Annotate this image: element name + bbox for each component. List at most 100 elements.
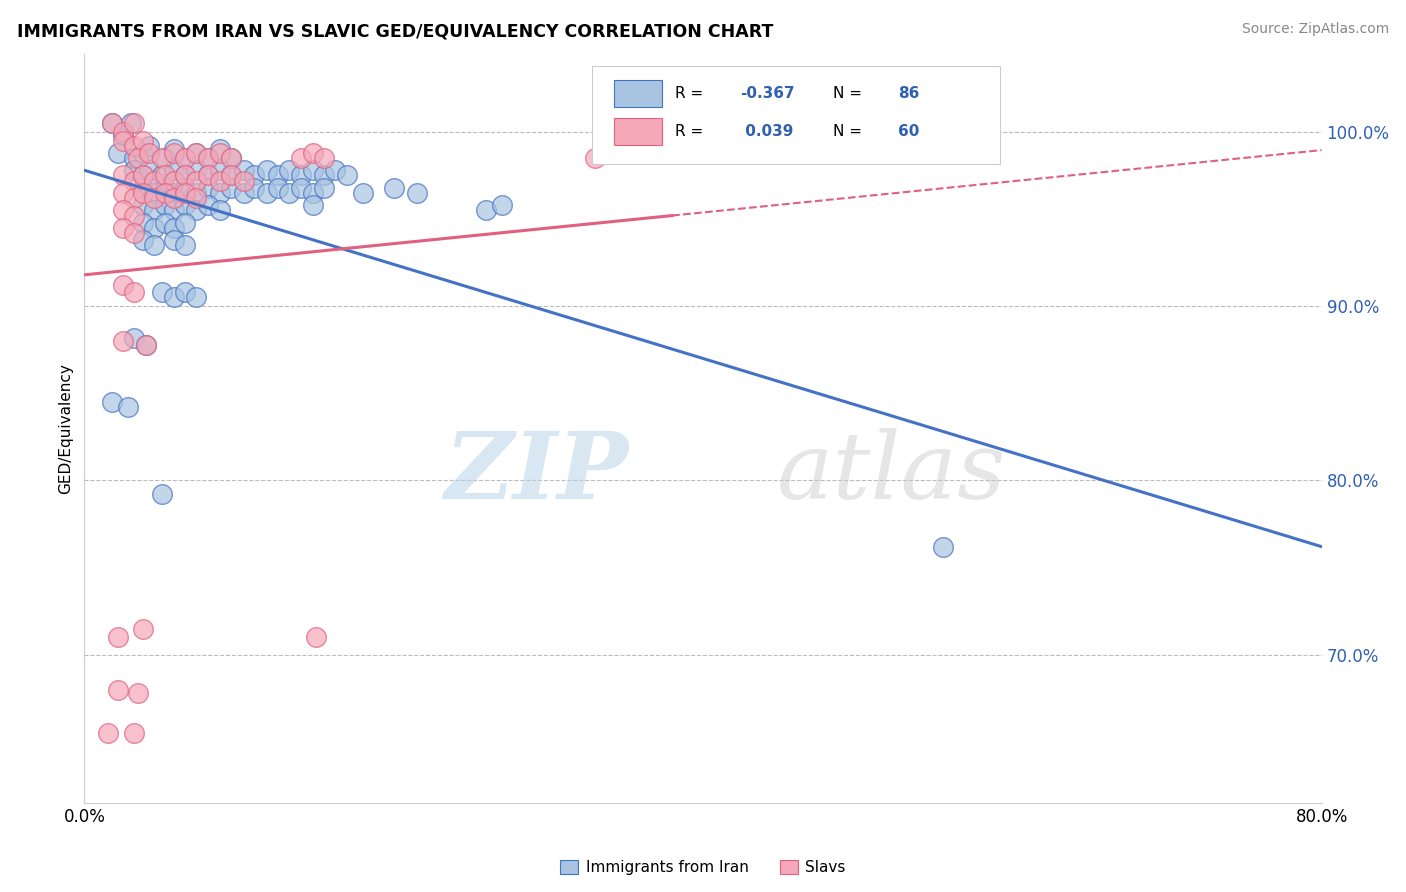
Point — [143, 186, 166, 200]
Point — [277, 163, 299, 178]
Point — [138, 163, 160, 178]
Point — [122, 726, 145, 740]
Point — [267, 169, 290, 183]
Point — [143, 191, 166, 205]
Point — [174, 169, 197, 183]
FancyBboxPatch shape — [592, 66, 1000, 163]
Legend: Immigrants from Iran, Slavs: Immigrants from Iran, Slavs — [554, 854, 852, 881]
Point — [932, 540, 955, 554]
Point — [112, 169, 135, 183]
Point — [101, 116, 124, 130]
Point — [132, 233, 155, 247]
Point — [232, 174, 254, 188]
Point — [305, 630, 328, 644]
Point — [184, 163, 207, 178]
Point — [209, 142, 232, 156]
Text: R =: R = — [675, 87, 707, 102]
Point — [112, 203, 135, 218]
Point — [197, 180, 219, 194]
Point — [132, 169, 155, 183]
Point — [107, 682, 129, 697]
Point — [135, 337, 157, 351]
Point — [122, 191, 145, 205]
Point — [150, 169, 173, 183]
Point — [112, 134, 135, 148]
Point — [122, 174, 145, 188]
Point — [184, 290, 207, 304]
Point — [153, 151, 176, 165]
Point — [112, 334, 135, 348]
Point — [132, 186, 155, 200]
Point — [209, 174, 232, 188]
Point — [174, 186, 197, 200]
Point — [163, 220, 186, 235]
Point — [184, 174, 207, 188]
Point — [312, 169, 335, 183]
Point — [132, 180, 155, 194]
Point — [122, 139, 145, 153]
Point — [132, 622, 155, 636]
Point — [661, 145, 683, 160]
Point — [174, 215, 197, 229]
Point — [153, 198, 176, 212]
Point — [143, 203, 166, 218]
Point — [153, 180, 176, 194]
Point — [174, 198, 197, 212]
Point — [107, 630, 129, 644]
Point — [219, 151, 242, 165]
Point — [138, 139, 160, 153]
Point — [290, 151, 312, 165]
Point — [101, 116, 124, 130]
FancyBboxPatch shape — [614, 118, 662, 145]
Point — [197, 169, 219, 183]
Text: R =: R = — [675, 124, 707, 139]
Point — [112, 186, 135, 200]
Point — [184, 145, 207, 160]
Point — [112, 128, 135, 143]
Point — [127, 686, 149, 700]
Point — [135, 337, 157, 351]
Text: 86: 86 — [898, 87, 920, 102]
Point — [336, 169, 359, 183]
Point — [132, 215, 155, 229]
Point — [382, 180, 405, 194]
Point — [583, 151, 606, 165]
Point — [475, 203, 498, 218]
Point — [150, 285, 173, 300]
Point — [122, 285, 145, 300]
Point — [132, 145, 155, 160]
Point — [112, 220, 135, 235]
Point — [107, 145, 129, 160]
Point — [256, 186, 278, 200]
Point — [163, 191, 186, 205]
Point — [163, 174, 186, 188]
FancyBboxPatch shape — [614, 80, 662, 107]
Point — [184, 186, 207, 200]
Point — [163, 145, 186, 160]
Point — [122, 163, 145, 178]
Point — [163, 186, 186, 200]
Point — [174, 238, 197, 252]
Point — [209, 203, 232, 218]
Point — [256, 163, 278, 178]
Point — [153, 186, 176, 200]
Point — [138, 145, 160, 160]
Point — [219, 180, 242, 194]
Point — [132, 134, 155, 148]
Point — [302, 145, 325, 160]
Point — [232, 163, 254, 178]
Point — [122, 151, 145, 165]
Text: IMMIGRANTS FROM IRAN VS SLAVIC GED/EQUIVALENCY CORRELATION CHART: IMMIGRANTS FROM IRAN VS SLAVIC GED/EQUIV… — [17, 22, 773, 40]
Point — [219, 169, 242, 183]
Text: N =: N = — [832, 87, 866, 102]
Point — [143, 174, 166, 188]
Point — [122, 209, 145, 223]
Point — [267, 180, 290, 194]
Point — [219, 151, 242, 165]
Point — [163, 290, 186, 304]
Point — [153, 169, 176, 183]
Point — [197, 151, 219, 165]
Point — [290, 169, 312, 183]
Point — [112, 125, 135, 139]
Text: ZIP: ZIP — [444, 428, 628, 518]
